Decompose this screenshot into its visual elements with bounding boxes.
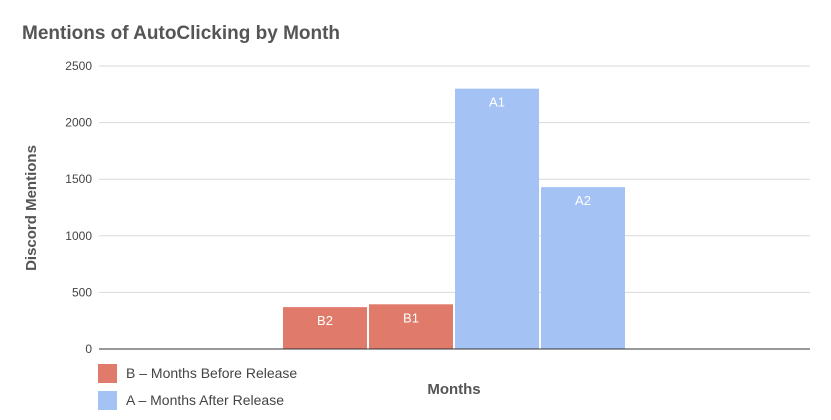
y-tick-label: 500 xyxy=(72,285,92,299)
legend-label-a: A – Months After Release xyxy=(126,392,284,408)
y-axis-ticks: 0 500 1000 1500 2000 2500 xyxy=(65,59,92,356)
y-tick-label: 1500 xyxy=(65,172,92,186)
bar-label-b1: B1 xyxy=(403,310,419,325)
bar-label-b2: B2 xyxy=(317,313,333,328)
y-axis-title: Discord Mentions xyxy=(23,145,40,271)
y-tick-label: 2000 xyxy=(65,116,92,130)
y-tick-label: 0 xyxy=(85,342,92,356)
bar-a2 xyxy=(541,187,625,349)
y-tick-label: 1000 xyxy=(65,229,92,243)
bar-label-a2: A2 xyxy=(575,193,591,208)
gridlines xyxy=(99,65,810,293)
legend-swatch-a xyxy=(98,391,117,410)
legend-swatch-b xyxy=(98,364,117,383)
bars: B2 B1 A1 A2 xyxy=(283,88,625,349)
y-tick-label: 2500 xyxy=(65,59,92,73)
bar-label-a1: A1 xyxy=(489,95,505,110)
legend: B – Months Before Release A – Months Afte… xyxy=(98,364,297,410)
legend-label-b: B – Months Before Release xyxy=(126,365,297,381)
bar-a1 xyxy=(455,88,539,349)
bar-b1 xyxy=(369,304,453,349)
bar-b2 xyxy=(283,307,367,349)
chart-title: Mentions of AutoClicking by Month xyxy=(22,23,340,44)
x-axis-title: Months xyxy=(427,381,480,398)
